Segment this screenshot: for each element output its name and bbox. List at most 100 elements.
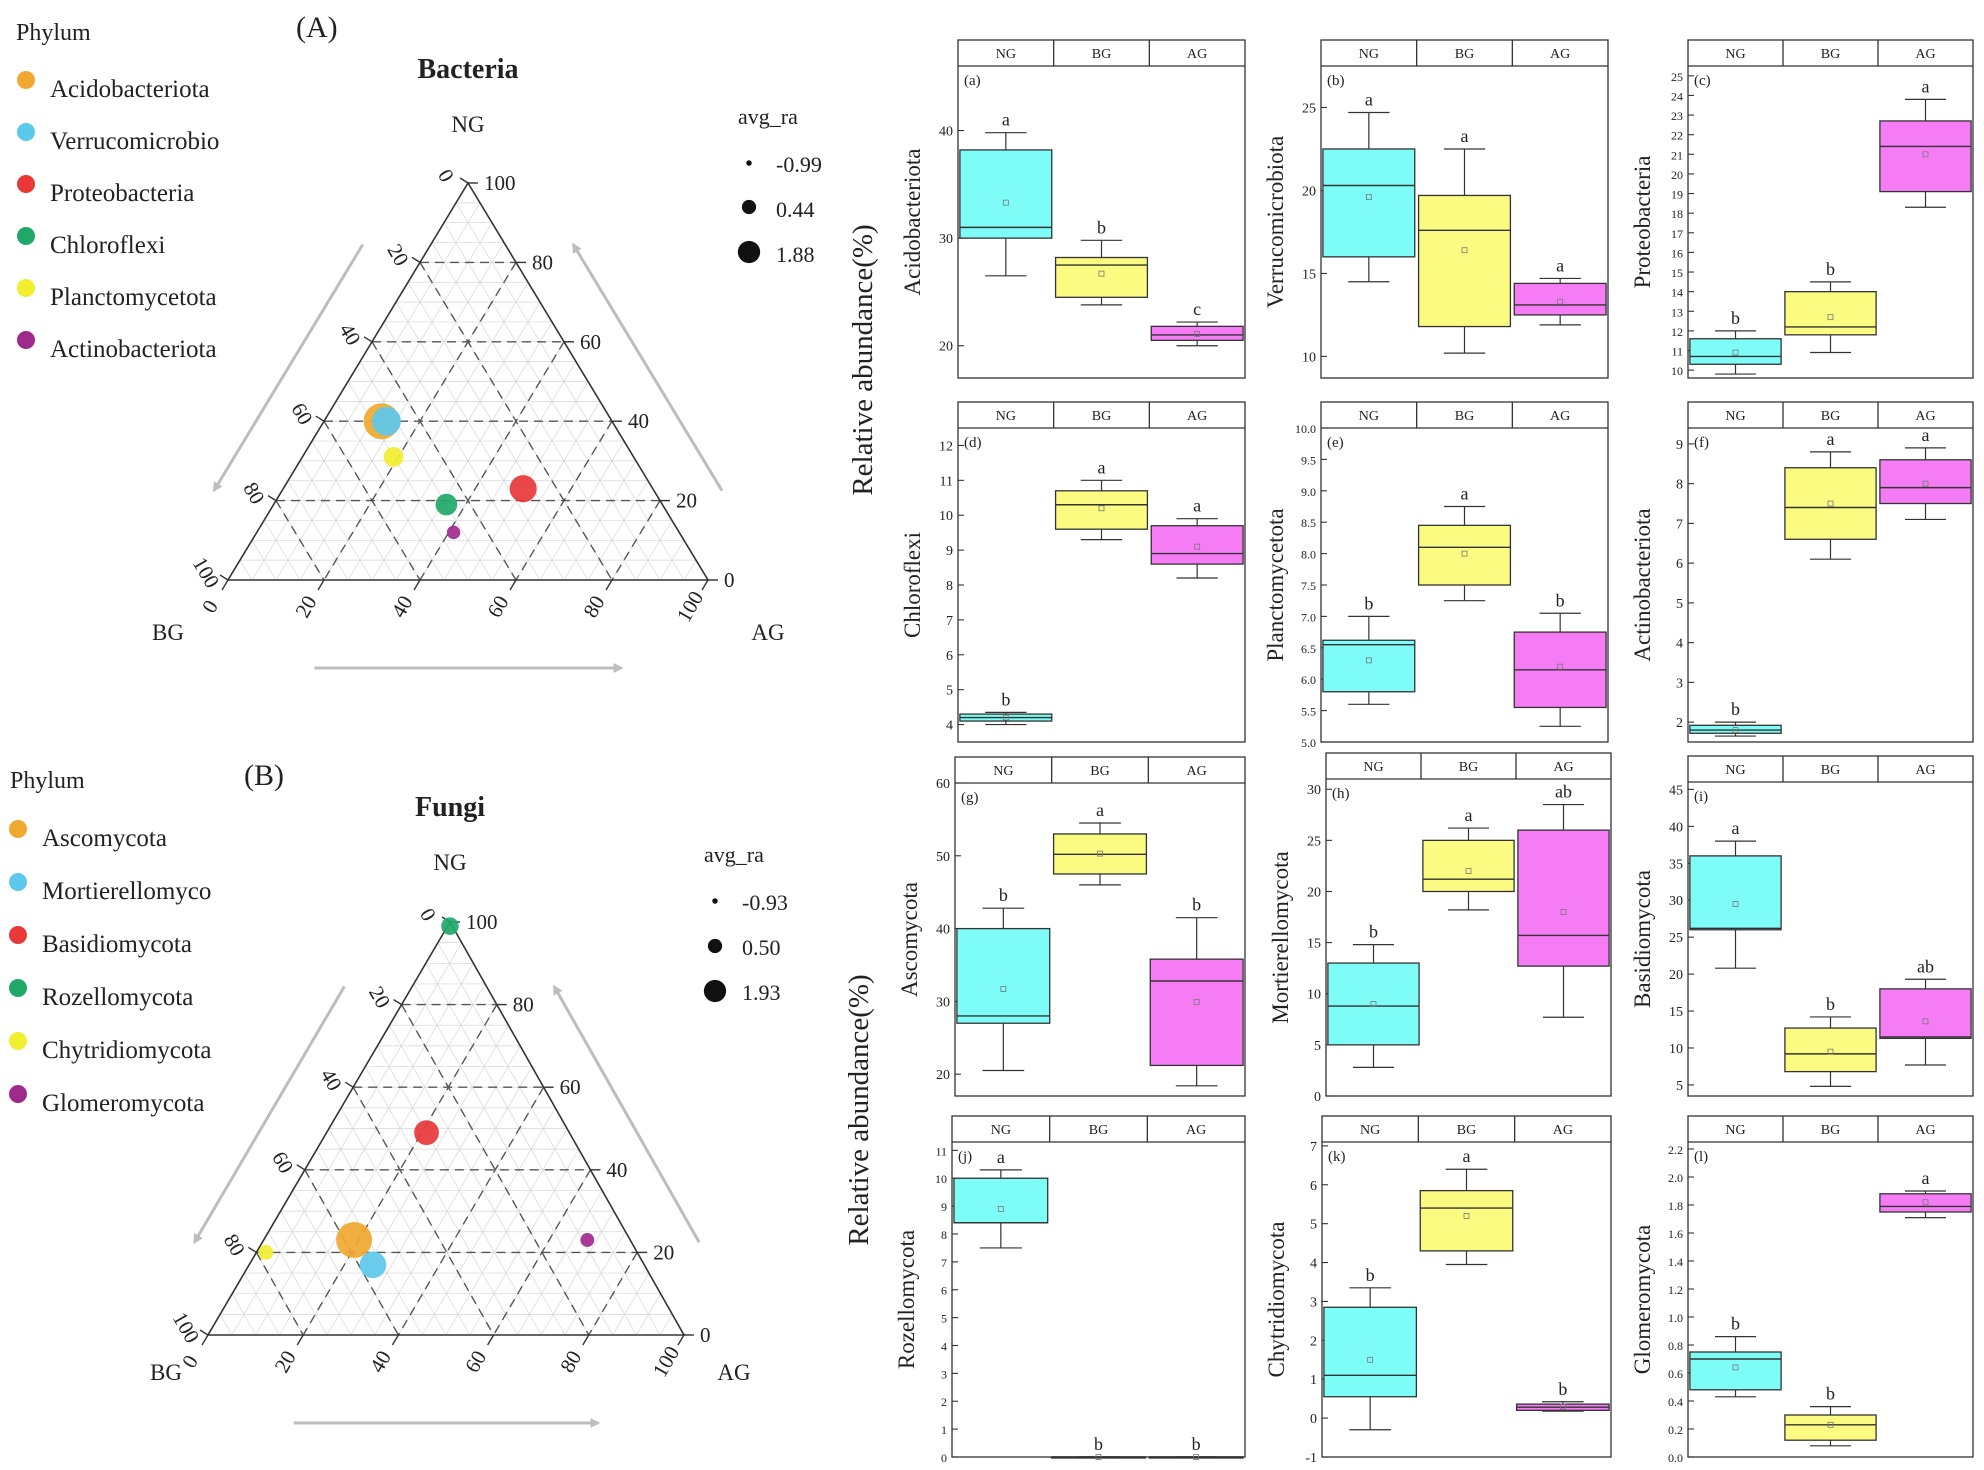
box-ag bbox=[1149, 958, 1244, 1067]
x-category-label: BG bbox=[1821, 409, 1840, 424]
guide-arrow bbox=[193, 985, 346, 1245]
major-grid-line bbox=[323, 420, 421, 581]
y-tick-label: 22 bbox=[1671, 129, 1683, 143]
y-tick-label: 11 bbox=[940, 474, 953, 489]
y-axis-label: Chloroflexi bbox=[900, 532, 925, 638]
grid-line bbox=[421, 1107, 556, 1336]
legend-label: Basidiomycota bbox=[42, 931, 192, 958]
y-axis-label: Chytridiomycota bbox=[1264, 1222, 1289, 1378]
significance-letter: a bbox=[1922, 425, 1930, 445]
tick-mark bbox=[296, 1334, 304, 1346]
x-category-label: AG bbox=[1553, 760, 1573, 775]
y-tick-label: 1.4 bbox=[1668, 1255, 1683, 1269]
legend-label: Verrucomicrobio bbox=[50, 128, 219, 155]
legend-label: Acidobacteriota bbox=[50, 76, 210, 103]
mean-marker bbox=[997, 1206, 1004, 1212]
y-tick-label: 8.5 bbox=[1301, 516, 1316, 530]
y-tick-label: 10 bbox=[1669, 1042, 1683, 1057]
ternary-outline bbox=[226, 181, 710, 581]
y-tick-label: 2.2 bbox=[1668, 1143, 1683, 1157]
mean-marker bbox=[1922, 151, 1929, 158]
tick-mark bbox=[344, 1081, 354, 1088]
legend-label: Actinobacteriota bbox=[50, 336, 217, 363]
x-category-label: BG bbox=[1089, 1123, 1108, 1138]
significance-letter: b bbox=[1094, 1434, 1103, 1454]
panel-label: (h) bbox=[1332, 786, 1350, 802]
mean-marker bbox=[1827, 1421, 1834, 1428]
size-legend-circle bbox=[707, 938, 723, 954]
bubble-ascomycota bbox=[336, 1222, 373, 1259]
grid-line bbox=[347, 282, 529, 581]
y-tick-label: 0 bbox=[941, 1451, 947, 1465]
legend-marker bbox=[17, 71, 35, 89]
y-tick-label: 0.0 bbox=[1668, 1451, 1683, 1465]
box-bg bbox=[1054, 490, 1149, 530]
mean-marker bbox=[1002, 714, 1009, 721]
tick-label-ng: 60 bbox=[580, 330, 601, 354]
significance-letter: a bbox=[1922, 1168, 1930, 1188]
y-tick-label: 15 bbox=[1307, 937, 1321, 952]
y-tick-label: 7.0 bbox=[1301, 610, 1316, 624]
panel-label: (a) bbox=[964, 73, 981, 89]
tick-mark bbox=[317, 579, 325, 591]
significance-letter: b bbox=[1192, 1434, 1201, 1454]
x-category-label: BG bbox=[1455, 47, 1474, 62]
grid-line bbox=[364, 1066, 518, 1336]
tick-mark bbox=[582, 1334, 590, 1346]
y-axis-label: Basidiomycota bbox=[1630, 870, 1655, 1008]
panel-label: (k) bbox=[1328, 1149, 1346, 1165]
mean-marker bbox=[1365, 194, 1372, 201]
box-ng bbox=[956, 927, 1051, 1024]
significance-letter: b bbox=[1826, 1384, 1835, 1404]
x-category-label: AG bbox=[1915, 1123, 1935, 1138]
tick-mark bbox=[296, 1164, 306, 1171]
grid-line bbox=[279, 983, 486, 1336]
legend-marker bbox=[9, 979, 27, 997]
y-tick-label: 7 bbox=[1310, 1140, 1317, 1155]
y-tick-label: 19 bbox=[1671, 188, 1683, 202]
size-legend-label: 1.88 bbox=[776, 242, 815, 267]
y-tick-label: 1 bbox=[1310, 1373, 1317, 1388]
y-tick-label: 5.0 bbox=[1301, 736, 1316, 750]
grid-line bbox=[251, 540, 277, 581]
grid-line bbox=[563, 460, 637, 581]
x-category-label: AG bbox=[1550, 409, 1570, 424]
x-category-label: BG bbox=[1092, 409, 1111, 424]
x-category-label: NG bbox=[1359, 47, 1379, 62]
significance-letter: b bbox=[1731, 1314, 1740, 1334]
legend-marker bbox=[17, 227, 35, 245]
grid-line bbox=[311, 440, 397, 581]
major-grid-line bbox=[611, 500, 661, 581]
significance-letter: a bbox=[1922, 76, 1930, 96]
y-tick-label: 10 bbox=[939, 509, 953, 524]
boxplot-panel-acidobacteriota: (a) Acidobacteriota NG BG AG a b c 20 30 4… bbox=[900, 39, 1246, 379]
bubble-mortierellomyco bbox=[359, 1251, 387, 1279]
mean-marker bbox=[1557, 298, 1564, 305]
grid-line bbox=[413, 983, 613, 1336]
y-tick-label: 40 bbox=[1669, 820, 1683, 835]
y-tick-label: 20 bbox=[1302, 184, 1316, 199]
tick-label-ng: 40 bbox=[606, 1158, 627, 1182]
box-ng bbox=[1327, 962, 1420, 1046]
box-ng bbox=[959, 149, 1053, 239]
y-tick-label: 0 bbox=[1314, 1090, 1321, 1105]
significance-letter: b bbox=[1369, 922, 1378, 942]
grid-line bbox=[612, 1272, 650, 1336]
grid-line bbox=[239, 559, 253, 581]
significance-letter: a bbox=[1556, 255, 1564, 275]
panel-label: (l) bbox=[1694, 1149, 1708, 1165]
tick-label-ag: 0 bbox=[197, 596, 223, 617]
box-ag bbox=[1150, 325, 1244, 341]
guide-arrow bbox=[552, 984, 701, 1244]
mean-marker bbox=[1732, 727, 1739, 733]
y-tick-label: 2 bbox=[941, 1395, 947, 1409]
tick-mark bbox=[459, 177, 469, 184]
x-category-label: BG bbox=[1092, 47, 1111, 62]
tick-label-ag: 20 bbox=[290, 591, 321, 621]
box-bg bbox=[1784, 467, 1877, 540]
major-grid-line bbox=[492, 1169, 592, 1336]
bubble-basidiomycota bbox=[414, 1120, 439, 1146]
y-axis-label: Ascomycota bbox=[897, 882, 922, 997]
y-tick-label: 6 bbox=[1676, 557, 1683, 572]
x-category-label: AG bbox=[1187, 47, 1207, 62]
